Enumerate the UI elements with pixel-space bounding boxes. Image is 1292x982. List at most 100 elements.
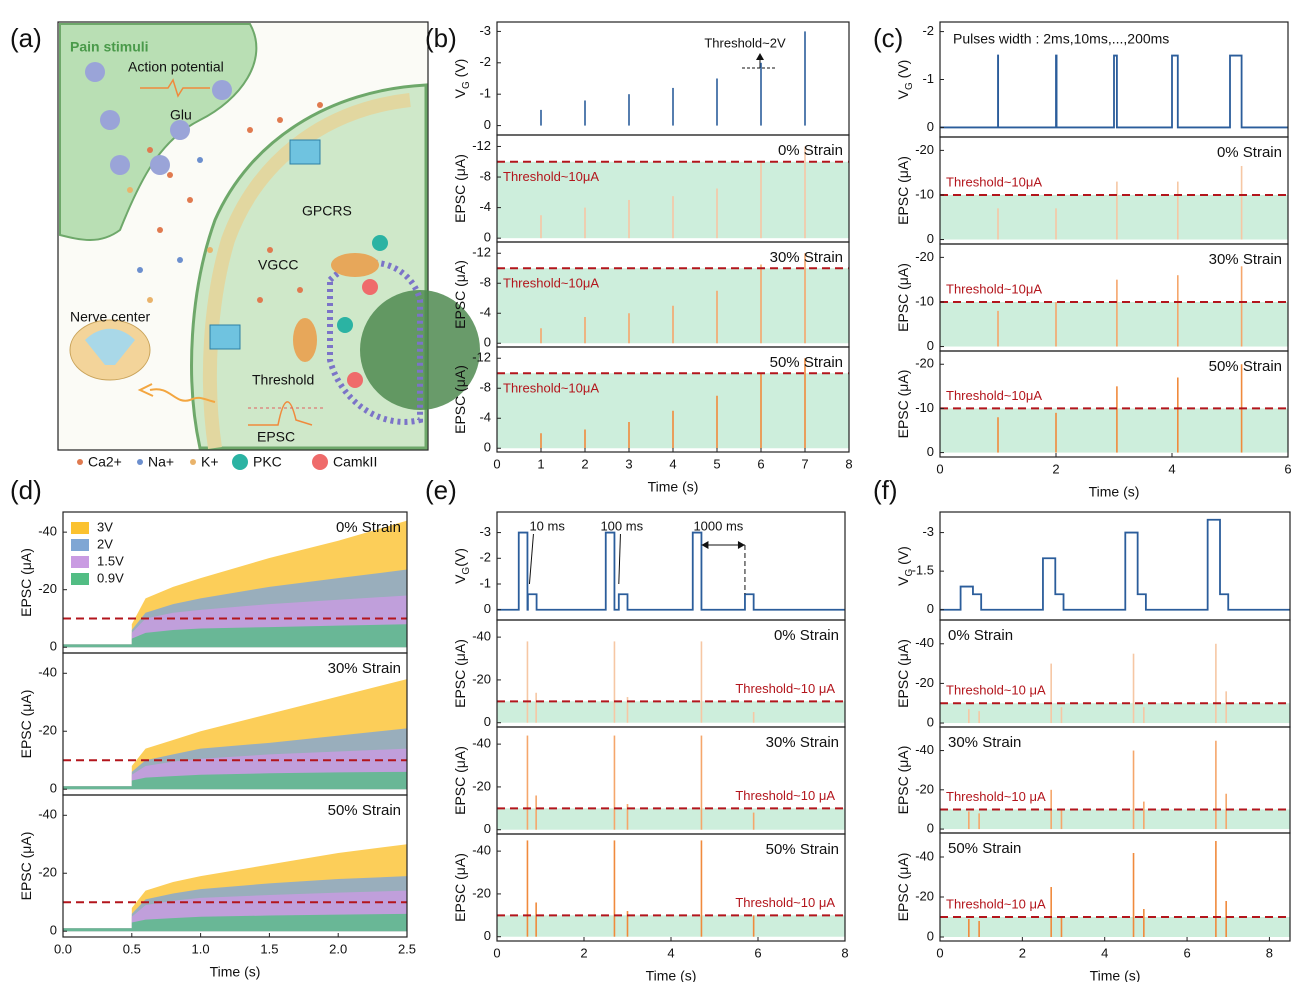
legend-label: 2V [97, 536, 113, 551]
ions [127, 102, 323, 303]
y-axis-label-part: EPSC (μA) [895, 639, 911, 708]
pulse-line [497, 531, 845, 611]
y-tick-label: -20 [472, 778, 491, 793]
strain-label: 50% Strain [1209, 358, 1282, 375]
y-tick-label: -1 [479, 575, 491, 590]
y-tick-label: -4 [479, 305, 491, 320]
y-axis-label-part: G [904, 82, 915, 90]
y-tick-label: -10 [915, 293, 934, 308]
threshold-region [497, 701, 845, 723]
x-tick-label: 4 [1168, 461, 1175, 476]
action-potential-trace [140, 78, 210, 98]
y-axis-label-part: EPSC (μA) [895, 370, 911, 439]
strain-label: 30% Strain [766, 734, 839, 751]
y-tick-label: 0 [484, 928, 491, 943]
y-axis-label-part: EPSC (μA) [895, 746, 911, 815]
y-tick-label: -8 [479, 168, 491, 183]
x-tick-label: 5 [713, 456, 720, 471]
y-tick-label: -20 [915, 142, 934, 157]
y-axis-label: EPSC (μA) [452, 154, 468, 223]
y-tick-label: -40 [915, 848, 934, 863]
y-tick-label: -8 [479, 380, 491, 395]
threshold-region [497, 808, 845, 830]
legend-swatch [137, 459, 143, 465]
x-tick-label: 1.0 [192, 941, 210, 956]
x-tick-label: 1 [537, 456, 544, 471]
threshold-region [940, 408, 1288, 453]
y-tick-label: -1 [479, 86, 491, 101]
y-axis-label: EPSC (μA) [452, 260, 468, 329]
y-tick-label: -2 [479, 54, 491, 69]
legend-swatch [71, 556, 89, 568]
x-tick-label: 2 [1052, 461, 1059, 476]
threshold-label: Threshold~10μA [946, 388, 1042, 403]
x-tick-label: 0.0 [54, 941, 72, 956]
annotation: 10 ms [529, 518, 565, 533]
legend-label: PKC [253, 454, 282, 470]
legend-swatch [77, 459, 83, 465]
threshold-label: Threshold~10 μA [735, 788, 835, 803]
y-tick-label: -20 [915, 249, 934, 264]
x-tick-label: 0.5 [123, 941, 141, 956]
y-axis-label-part: V [452, 574, 468, 584]
y-axis-label-part: EPSC (μA) [18, 832, 34, 901]
x-tick-label: 2 [1019, 945, 1026, 960]
x-tick-label: 0 [936, 945, 943, 960]
membrane [202, 93, 411, 450]
y-tick-label: 0 [927, 601, 934, 616]
channel [209, 324, 241, 350]
y-axis-label-part: EPSC (μA) [18, 690, 34, 759]
y-tick-label: 0 [927, 821, 934, 836]
y-tick-label: -1 [922, 71, 934, 86]
y-axis-label-part: EPSC (μA) [895, 263, 911, 332]
x-axis-label: Time (s) [646, 968, 697, 982]
threshold-region [940, 301, 1288, 347]
y-axis-label-part: (V) [895, 60, 911, 83]
pkc [372, 235, 388, 251]
y-tick-label: 0 [484, 821, 491, 836]
y-tick-label: -40 [915, 742, 934, 757]
y-tick-label: -1.5 [912, 563, 934, 578]
diagram-label: EPSC [257, 429, 295, 445]
threshold-label: Threshold~10 μA [946, 683, 1046, 698]
y-tick-label: -12 [472, 245, 491, 260]
y-axis-label-part: EPSC (μA) [452, 260, 468, 329]
y-tick-label: -40 [472, 736, 491, 751]
y-tick-label: -3 [479, 524, 491, 539]
x-tick-label: 8 [845, 456, 852, 471]
y-axis-label-part: EPSC (μA) [452, 853, 468, 922]
y-tick-label: -4 [479, 199, 491, 214]
y-axis-label: EPSC (μA) [452, 365, 468, 434]
strain-label: 30% Strain [948, 734, 1021, 751]
y-tick-label: -40 [472, 843, 491, 858]
epsc-trace [248, 401, 313, 426]
x-axis-label: Time (s) [648, 479, 699, 495]
strain-label: 50% Strain [766, 841, 839, 858]
strain-label: 30% Strain [1209, 251, 1282, 268]
legend-label: CamkII [333, 454, 377, 470]
x-tick-label: 0 [493, 456, 500, 471]
y-axis-label-part: EPSC (μA) [452, 154, 468, 223]
annotation: 100 ms [600, 518, 643, 533]
strain-label: 0% Strain [336, 519, 401, 536]
x-axis-label: Time (s) [1089, 484, 1140, 500]
y-axis-label-part: V [452, 88, 468, 98]
y-tick-label: -10 [915, 186, 934, 201]
area [63, 913, 407, 932]
y-tick-label: -40 [38, 807, 57, 822]
y-tick-label: -3 [479, 23, 491, 38]
annotation: Threshold~2V [704, 35, 786, 50]
mitochondrion [331, 253, 379, 277]
pulse-line [940, 518, 1290, 611]
y-tick-label: -20 [915, 675, 934, 690]
y-axis-label-part: (V) [452, 59, 468, 82]
threshold-region [497, 915, 845, 937]
y-axis-label: EPSC (μA) [452, 746, 468, 815]
threshold-label: Threshold~10 μA [735, 681, 835, 696]
x-tick-label: 7 [801, 456, 808, 471]
legend-label: Ca2+ [88, 454, 122, 470]
y-tick-label: -20 [915, 356, 934, 371]
strain-label: 0% Strain [774, 627, 839, 644]
arrow-head [756, 53, 764, 60]
gpcr [289, 139, 321, 165]
